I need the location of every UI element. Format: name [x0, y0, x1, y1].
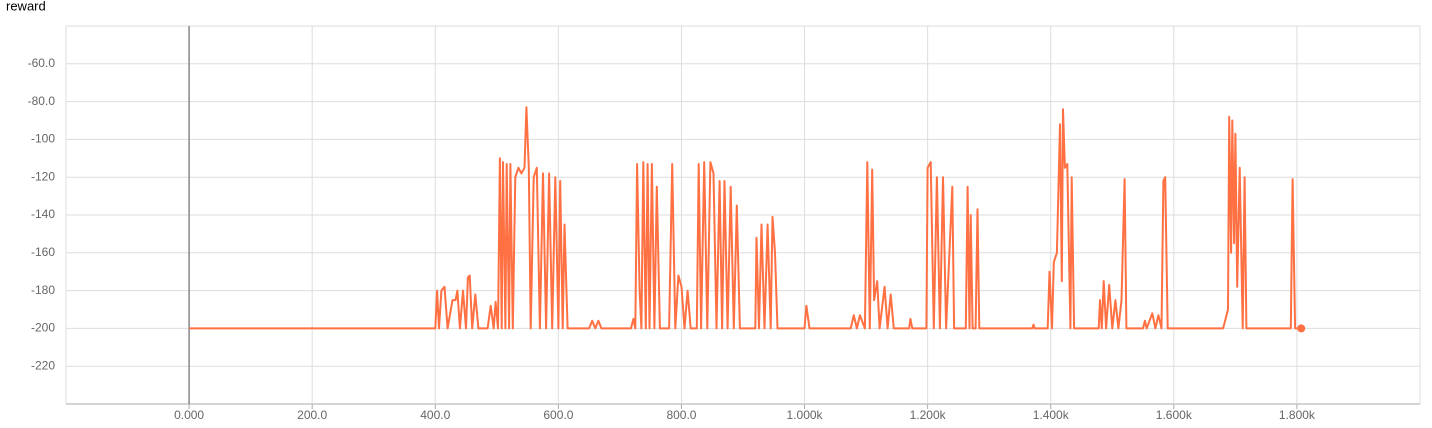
x-tick-label: 1.000k	[787, 408, 824, 422]
y-tick-label: -160	[31, 245, 55, 259]
x-tick-label: 0.000	[174, 408, 204, 422]
series-line	[189, 106, 1302, 330]
x-tick-label: 1.400k	[1033, 408, 1070, 422]
y-tick-label: -80.0	[28, 94, 56, 108]
y-tick-label: -180	[31, 283, 55, 297]
x-tick-label: 600.0	[543, 408, 573, 422]
y-tick-label: -140	[31, 207, 55, 221]
x-tick-label: 1.200k	[910, 408, 947, 422]
last-point	[1297, 324, 1306, 333]
y-tick-label: -100	[31, 132, 55, 146]
x-tick-label: 1.800k	[1279, 408, 1316, 422]
y-tick-label: -60.0	[28, 56, 56, 70]
x-tick-label: 1.600k	[1156, 408, 1193, 422]
y-tick-label: -120	[31, 169, 55, 183]
x-tick-label: 800.0	[666, 408, 696, 422]
x-tick-label: 400.0	[420, 408, 450, 422]
y-tick-label: -200	[31, 321, 55, 335]
y-tick-label: -220	[31, 358, 55, 372]
x-tick-label: 200.0	[297, 408, 327, 422]
chart-title: reward	[6, 0, 46, 13]
